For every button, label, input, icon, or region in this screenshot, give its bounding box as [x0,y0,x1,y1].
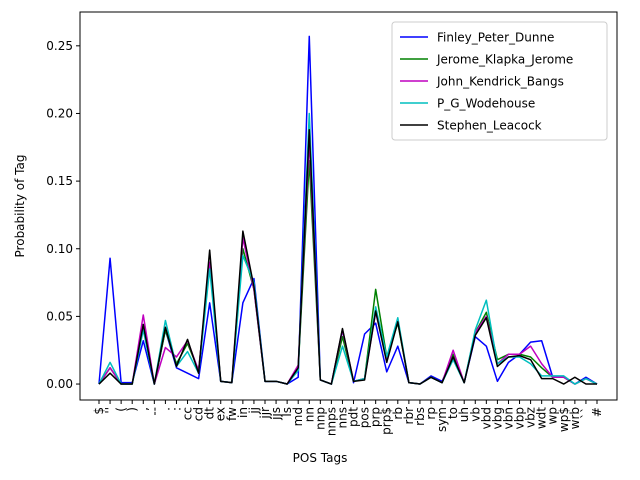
y-tick-label: 0.00 [46,377,73,391]
x-tick-label: rp [424,407,438,420]
y-tick-label: 0.05 [46,309,73,323]
x-tick-label: in [236,407,250,418]
x-tick-label: -- [147,407,161,416]
y-axis-label: Probability of Tag [13,155,27,258]
x-tick-label: . [158,407,172,411]
x-tick-label: vbn [501,407,515,429]
x-tick-label: ) [125,407,139,412]
x-tick-label: fw [225,407,239,421]
x-tick-label: prp [369,407,383,427]
x-tick-label: pos [358,407,372,428]
x-tick-label: pdt [347,407,361,427]
x-tick-label: vb [468,407,482,422]
x-tick-label: wp [546,407,560,424]
x-tick-label: vbz [524,407,538,428]
legend: Finley_Peter_Dunne Jerome_Klapka_Jerome Jo… [391,21,608,141]
x-tick-label: rbr [402,407,416,425]
x-tick-label: nns [335,407,349,428]
x-tick-label: ex [214,407,228,421]
x-tick-label: , [136,407,150,411]
x-tick-label: vbd [479,407,493,429]
x-tick-label: jjs [269,407,283,421]
legend-box [391,21,608,141]
legend-label: Jerome_Klapka_Jerome [436,53,573,67]
x-tick-label: nn [302,407,316,422]
x-tick-label: cd [192,407,206,421]
y-tick-label: 0.15 [46,174,73,188]
x-tick-label: ls [280,407,294,417]
x-tick-label: nnps [324,407,338,436]
x-tick-label: uh [457,407,471,422]
x-tick-label: vbg [490,407,504,429]
x-tick-label: rbs [413,407,427,426]
x-tick-label: rb [391,407,405,420]
x-tick-label: wp$ [557,407,571,432]
x-tick-label: vbp [513,407,527,429]
y-tick-label: 0.25 [46,39,73,53]
x-tick-label: : [169,407,183,411]
x-tick-label: `` [579,407,593,419]
x-tick-label: to [446,407,460,419]
plot-frame [79,11,618,401]
x-tick-label: md [291,407,305,426]
legend-label: P_G_Wodehouse [437,97,535,111]
x-tick-label: # [590,407,604,417]
x-tick-label: sym [435,407,449,432]
x-tick-label: prp$ [380,407,394,435]
x-tick-label: ( [114,407,128,412]
series-line [98,128,597,385]
x-tick-label: jj [247,407,261,415]
x-tick-label: '' [103,407,117,414]
x-tick-label: $ [92,407,106,415]
x-tick-label: wrb [568,407,582,429]
legend-label: John_Kendrick_Bangs [436,75,564,89]
x-tick-label: jjr [258,407,272,420]
x-tick-label: dt [203,407,217,420]
x-axis-label: POS Tags [293,451,348,465]
x-tick-label: nnp [313,407,327,430]
legend-label: Finley_Peter_Dunne [437,31,554,45]
legend-label: Stephen_Leacock [437,119,542,133]
x-tick-label: wdt [535,407,549,429]
x-tick-label: cc [181,407,195,420]
y-tick-label: 0.10 [46,242,73,256]
y-tick-label: 0.20 [46,106,73,120]
